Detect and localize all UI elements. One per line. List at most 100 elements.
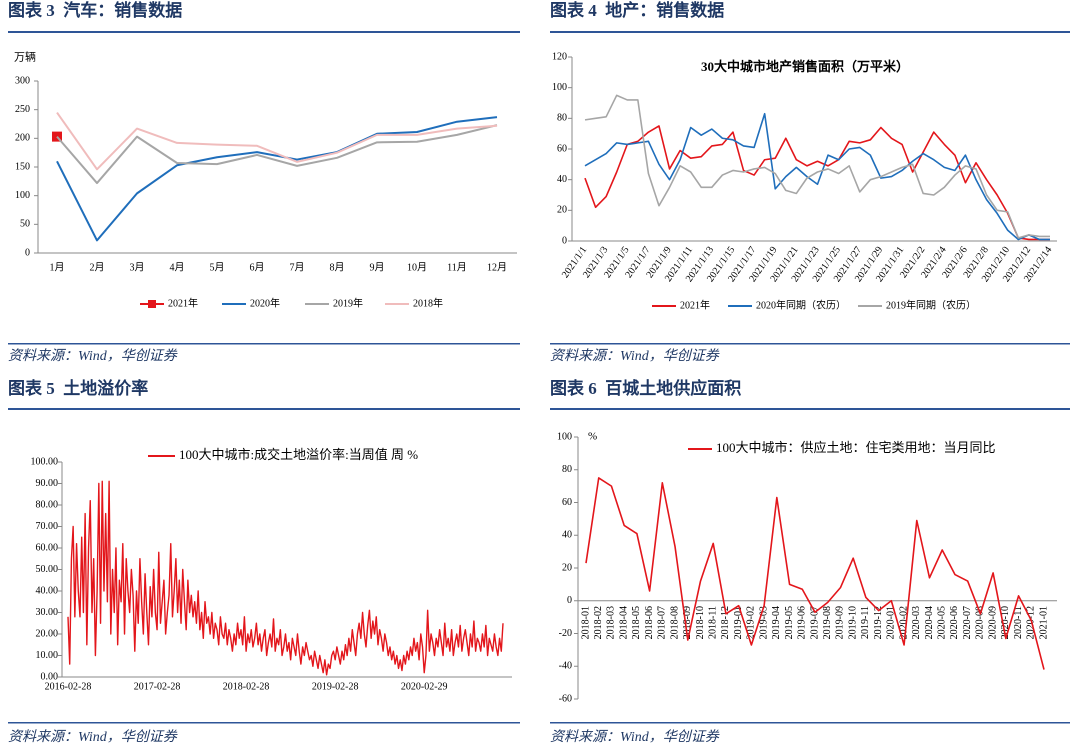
x-tick-label: 2020-02-29 [401,681,448,692]
y-tick-label: 0 [567,595,572,606]
series-line [67,480,504,676]
x-tick-label: 2019-12 [873,606,884,639]
x-tick-label: 2018-08 [669,606,680,639]
x-tick-label: 8月 [330,261,345,273]
x-tick-label: 2018-06 [644,606,655,639]
x-tick-label: 2018-11 [708,606,719,639]
source-rule [8,722,520,724]
y-tick-label: 40.00 [36,585,59,596]
x-tick-label: 5月 [210,261,225,273]
y-tick-label: 50.00 [36,564,59,575]
x-tick-label: 2020-07 [962,606,973,639]
x-tick-label: 2019-02-28 [312,681,359,692]
x-tick-label: 2019-10 [847,606,858,639]
x-tick-label: 2018-12 [720,606,731,639]
y-tick-label: 100 [15,190,30,201]
y-tick-label: 90.00 [36,478,59,489]
legend-label: 2019年同期（农历） [886,298,976,311]
x-tick-label: 2018-03 [606,606,617,639]
x-tick-label: 2019-04 [771,606,782,639]
x-tick-label: 4月 [170,261,185,273]
panel-caption: 图表 3 汽车：销售数据 [8,0,182,20]
source-note: 资料来源：Wind，华创证券 [8,348,178,364]
y-tick-label: 30.00 [36,607,59,618]
legend-label: 2021年 [168,296,198,309]
series-line [584,125,1050,241]
x-tick-label: 2019-03 [758,606,769,639]
x-tick-label: 3月 [130,261,145,273]
y-tick-label: -20 [559,628,572,639]
y-tick-label: 80 [562,464,572,475]
y-tick-label: 80 [557,113,567,124]
x-tick-label: 2020-01 [886,606,897,639]
x-tick-label: 2020-04 [924,606,935,639]
source-rule [550,343,1070,345]
y-tick-label: 10.00 [36,650,59,661]
x-tick-label: 2020-10 [1000,606,1011,639]
x-tick-label: 2021-01 [1038,606,1049,639]
y-unit: 万辆 [14,50,36,64]
series-line [56,111,498,171]
x-tick-label: 7月 [290,261,305,273]
x-tick-label: 2019-05 [784,606,795,639]
legend-label: 2020年同期（农历） [756,298,846,311]
x-tick-label: 2019-02 [746,606,757,639]
y-tick-label: 40 [562,530,572,541]
x-tick-label: 6月 [250,261,265,273]
legend-label: 2018年 [413,296,443,309]
caption-rule [550,408,1070,410]
y-tick-label: 200 [15,133,30,144]
x-tick-label: 2019-07 [809,606,820,639]
x-tick-label: 2018-04 [618,606,629,639]
x-tick-label: 2019-01 [733,606,744,639]
x-tick-label: 2018-02-28 [223,681,270,692]
caption-rule [8,31,520,33]
panel-caption: 图表 5 土地溢价率 [8,378,148,398]
series-line [56,116,498,242]
legend-label: 2020年 [250,296,280,309]
x-tick-label: 2020-11 [1013,606,1024,639]
x-tick-label: 2019-06 [797,606,808,639]
legend-label: 100大中城市:成交土地溢价率:当周值 周 % [179,447,418,462]
x-tick-label: 2020-05 [937,606,948,639]
legend-label: 2019年 [333,296,363,309]
x-tick-label: 2018-07 [657,606,668,639]
y-tick-label: 20 [557,205,567,216]
y-tick-label: 0 [562,235,567,246]
source-rule [550,722,1070,724]
x-tick-label: 2020-03 [911,606,922,639]
series-line [56,124,498,185]
y-tick-label: 120 [552,51,567,62]
x-tick-label: 9月 [370,261,385,273]
x-tick-label: 2018-09 [682,606,693,639]
y-tick-label: 20.00 [36,628,59,639]
y-tick-label: 0.00 [41,671,59,682]
x-tick-label: 2018-05 [631,606,642,639]
y-tick-label: 300 [15,75,30,86]
y-tick-label: 20 [562,562,572,573]
y-tick-label: 100 [552,82,567,93]
y-tick-label: 0 [25,247,30,258]
source-note: 资料来源：Wind，华创证券 [550,348,720,364]
caption-rule [550,31,1070,33]
y-unit: % [588,431,597,443]
x-tick-label: 11月 [447,261,467,273]
legend-marker [148,300,156,308]
x-tick-label: 2020-08 [975,606,986,639]
series-line [584,94,1050,239]
x-tick-label: 2020-09 [987,606,998,639]
series-line [585,477,1045,670]
x-tick-label: 2020-06 [949,606,960,639]
y-tick-label: 100.00 [31,456,59,467]
series-line [584,112,1050,241]
x-tick-label: 2018-10 [695,606,706,639]
x-tick-label: 2016-02-28 [45,681,92,692]
y-tick-label: 150 [15,161,30,172]
x-tick-label: 10月 [407,261,427,273]
x-tick-label: 12月 [487,261,507,273]
x-tick-label: 2月 [90,261,105,273]
source-rule [8,343,520,345]
y-tick-label: 100 [557,431,572,442]
y-tick-label: -60 [559,693,572,704]
